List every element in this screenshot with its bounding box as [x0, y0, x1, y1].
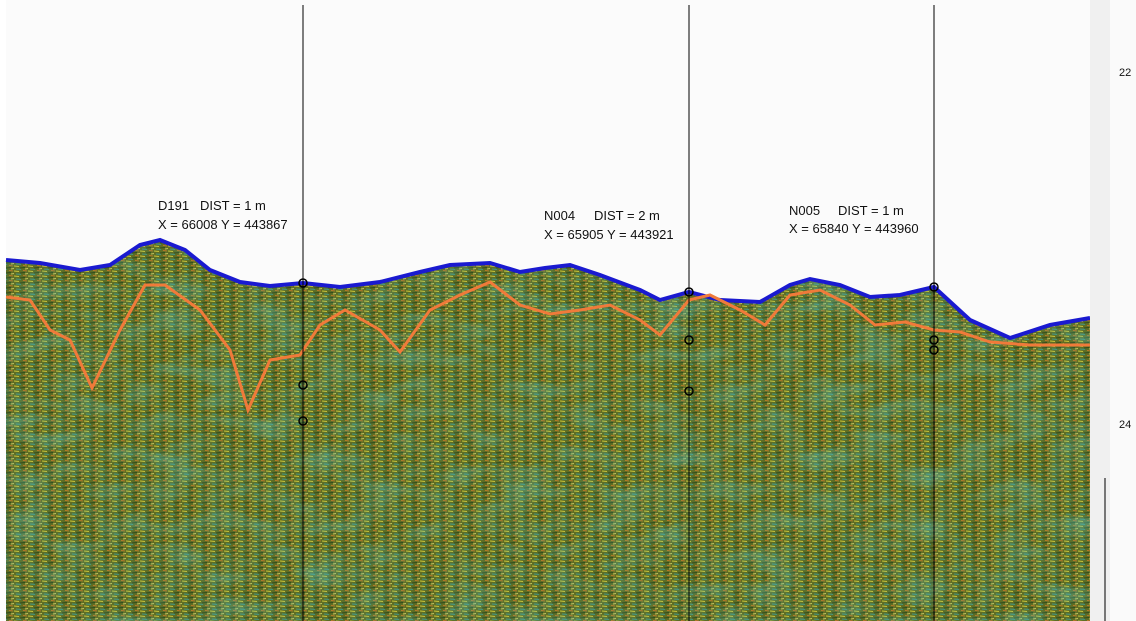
marker-name: N004	[544, 208, 575, 223]
pick	[929, 345, 939, 355]
scroll-track[interactable]	[1110, 0, 1136, 621]
pick	[298, 278, 308, 288]
marker-dist: DIST = 1 m	[200, 198, 266, 213]
marker-name: N005	[789, 203, 820, 218]
horizon-line	[5, 280, 1090, 415]
marker-name: D191	[158, 198, 189, 213]
depth-label: 22	[1119, 67, 1131, 79]
marker-dist: DIST = 1 m	[838, 203, 904, 218]
marker-coords: X = 65840 Y = 443960	[789, 221, 919, 236]
depth-label: 24	[1119, 419, 1131, 431]
marker-coords: X = 66008 Y = 443867	[158, 217, 288, 232]
pick	[298, 416, 308, 426]
seabed-line	[5, 237, 1091, 341]
pick	[684, 287, 694, 297]
pick	[298, 380, 308, 390]
subsurface	[6, 240, 1090, 621]
marker-coords: X = 65905 Y = 443921	[544, 227, 674, 242]
pick	[684, 335, 694, 345]
picks	[298, 278, 939, 426]
marker-lines	[302, 5, 935, 621]
pick	[684, 386, 694, 396]
pick	[929, 335, 939, 345]
pick	[929, 282, 939, 292]
marker-dist: DIST = 2 m	[594, 208, 660, 223]
